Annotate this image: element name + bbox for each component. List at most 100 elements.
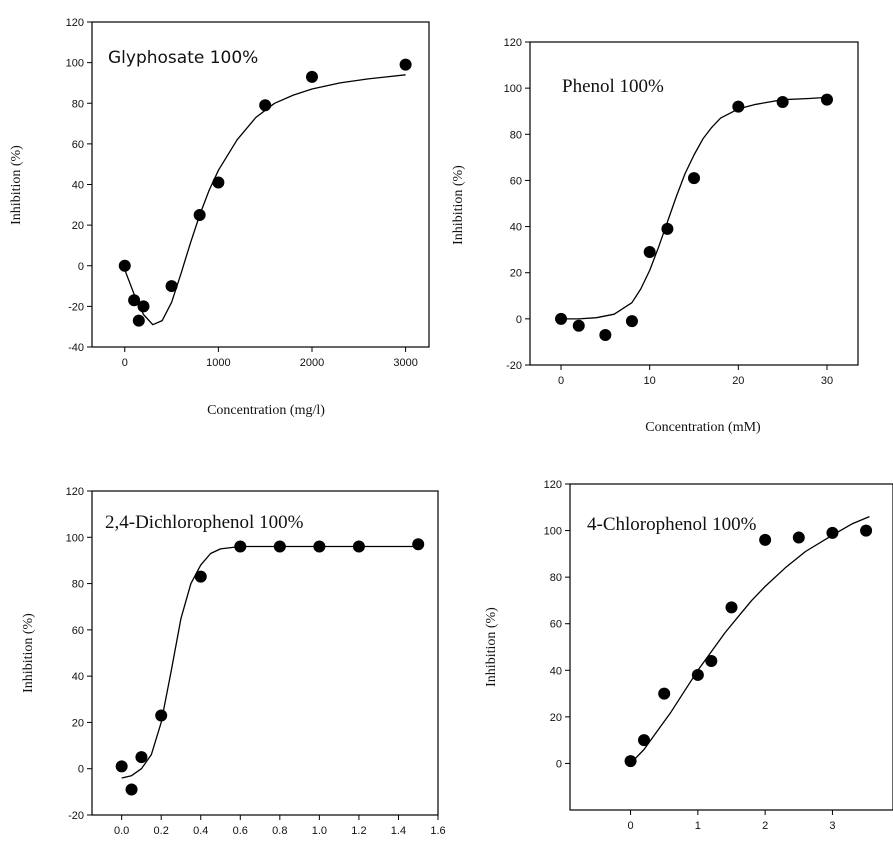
data-point bbox=[691, 668, 704, 681]
data-point bbox=[305, 70, 318, 83]
x-tick-label: 3000 bbox=[393, 357, 417, 369]
x-tick-label: 0.4 bbox=[193, 825, 208, 837]
x-axis-label: Concentration (mM) bbox=[645, 420, 761, 435]
y-tick-label: 60 bbox=[72, 625, 84, 637]
data-point bbox=[412, 538, 425, 551]
data-point bbox=[705, 654, 718, 667]
data-point bbox=[725, 601, 738, 614]
y-tick-label: 40 bbox=[72, 180, 84, 192]
chart-panel-3: -20 0 20 40 60 80 100 120 0.0 0.2 0.4 0.6 0.8 1.0 1.2 1… bbox=[21, 486, 446, 837]
y-tick-label: 100 bbox=[504, 83, 522, 95]
x-tick-label: 10 bbox=[644, 375, 656, 387]
y-tick-label: 100 bbox=[66, 532, 84, 544]
chart-panel-2: -20 0 20 40 60 80 100 120 0 10 20 30 Phenol 100% Conc… bbox=[451, 37, 859, 435]
data-point bbox=[820, 93, 833, 106]
y-axis-label: Inhibition (%) bbox=[9, 145, 24, 225]
data-point bbox=[118, 259, 131, 272]
data-point bbox=[776, 95, 789, 108]
y-tick-label: -20 bbox=[506, 360, 522, 372]
chart-title: Glyphosate 100% bbox=[108, 48, 258, 68]
data-point bbox=[572, 319, 585, 332]
y-tick-label: 120 bbox=[66, 486, 84, 498]
y-tick-label: 20 bbox=[72, 717, 84, 729]
data-point bbox=[193, 208, 206, 221]
y-tick-label: -40 bbox=[68, 342, 84, 354]
y-tick-label: 80 bbox=[72, 98, 84, 110]
data-point bbox=[125, 783, 138, 796]
x-tick-label: 0.6 bbox=[233, 825, 248, 837]
y-tick-label: 80 bbox=[72, 579, 84, 591]
x-tick-label: 1.0 bbox=[312, 825, 327, 837]
data-point bbox=[212, 176, 225, 189]
chart-title: 2,4-Dichlorophenol 100% bbox=[105, 512, 304, 533]
data-point bbox=[555, 312, 568, 325]
data-point bbox=[313, 540, 326, 553]
chart-title: 4-Chlorophenol 100% bbox=[587, 514, 757, 535]
x-tick-label: 1.6 bbox=[430, 825, 445, 837]
y-tick-label: 80 bbox=[550, 572, 562, 584]
y-tick-label: 120 bbox=[66, 17, 84, 29]
x-tick-label: 1.2 bbox=[351, 825, 366, 837]
data-point bbox=[624, 755, 637, 768]
data-point bbox=[658, 687, 671, 700]
plot-frame bbox=[91, 490, 439, 816]
y-tick-label: 20 bbox=[550, 712, 562, 724]
data-point bbox=[661, 222, 674, 235]
data-point bbox=[688, 172, 700, 185]
x-axis-label: Concentration (mg/l) bbox=[207, 403, 325, 418]
plot-frame bbox=[529, 41, 859, 366]
x-tick-label: 0 bbox=[122, 357, 128, 369]
y-tick-label: 20 bbox=[510, 268, 522, 280]
data-point bbox=[132, 314, 145, 327]
x-tick-label: 20 bbox=[732, 375, 744, 387]
fit-curve bbox=[124, 74, 406, 326]
x-tick-label: 0.0 bbox=[114, 825, 129, 837]
data-point bbox=[155, 709, 168, 722]
x-tick-label: 1000 bbox=[206, 357, 230, 369]
data-point bbox=[115, 760, 128, 773]
fit-curve bbox=[121, 545, 419, 779]
y-tick-label: 100 bbox=[66, 58, 84, 70]
y-tick-label: 120 bbox=[544, 479, 562, 491]
data-point bbox=[826, 526, 839, 539]
data-point bbox=[399, 58, 412, 71]
x-tick-label: 1.4 bbox=[391, 825, 406, 837]
y-tick-label: 100 bbox=[544, 526, 562, 538]
y-tick-label: 80 bbox=[510, 129, 522, 141]
y-tick-label: 0 bbox=[556, 758, 562, 770]
chart-panel-1: -40 -20 0 20 40 60 80 100 120 0 1000 2000 3000 Glypho… bbox=[9, 17, 430, 418]
data-point bbox=[137, 300, 150, 313]
data-point bbox=[638, 734, 651, 747]
y-tick-label: 0 bbox=[78, 764, 84, 776]
y-tick-label: 0 bbox=[516, 314, 522, 326]
chart-title: Phenol 100% bbox=[562, 76, 664, 97]
x-tick-label: 0 bbox=[558, 375, 564, 387]
data-point bbox=[732, 100, 745, 113]
data-point bbox=[128, 294, 141, 307]
data-point bbox=[135, 751, 148, 764]
plot-frame bbox=[91, 21, 430, 348]
y-axis-label: Inhibition (%) bbox=[21, 613, 36, 693]
x-tick-label: 30 bbox=[821, 375, 833, 387]
data-point bbox=[352, 540, 365, 553]
y-tick-label: 40 bbox=[550, 665, 562, 677]
y-tick-label: 60 bbox=[550, 619, 562, 631]
fit-curve bbox=[630, 516, 870, 764]
data-point bbox=[165, 280, 178, 293]
x-tick-label: 0.8 bbox=[272, 825, 287, 837]
x-tick-label: 0 bbox=[628, 820, 634, 832]
data-point bbox=[194, 570, 207, 583]
y-tick-label: 40 bbox=[510, 222, 522, 234]
y-tick-label: -20 bbox=[68, 301, 84, 313]
data-point bbox=[259, 99, 272, 112]
y-tick-label: 120 bbox=[504, 37, 522, 49]
data-point bbox=[792, 531, 805, 544]
x-tick-label: 2 bbox=[762, 820, 768, 832]
data-point bbox=[759, 533, 772, 546]
x-tick-label: 0.2 bbox=[154, 825, 169, 837]
data-point bbox=[643, 245, 656, 258]
data-point bbox=[625, 315, 638, 328]
y-tick-label: -20 bbox=[68, 810, 84, 822]
y-tick-label: 60 bbox=[72, 139, 84, 151]
